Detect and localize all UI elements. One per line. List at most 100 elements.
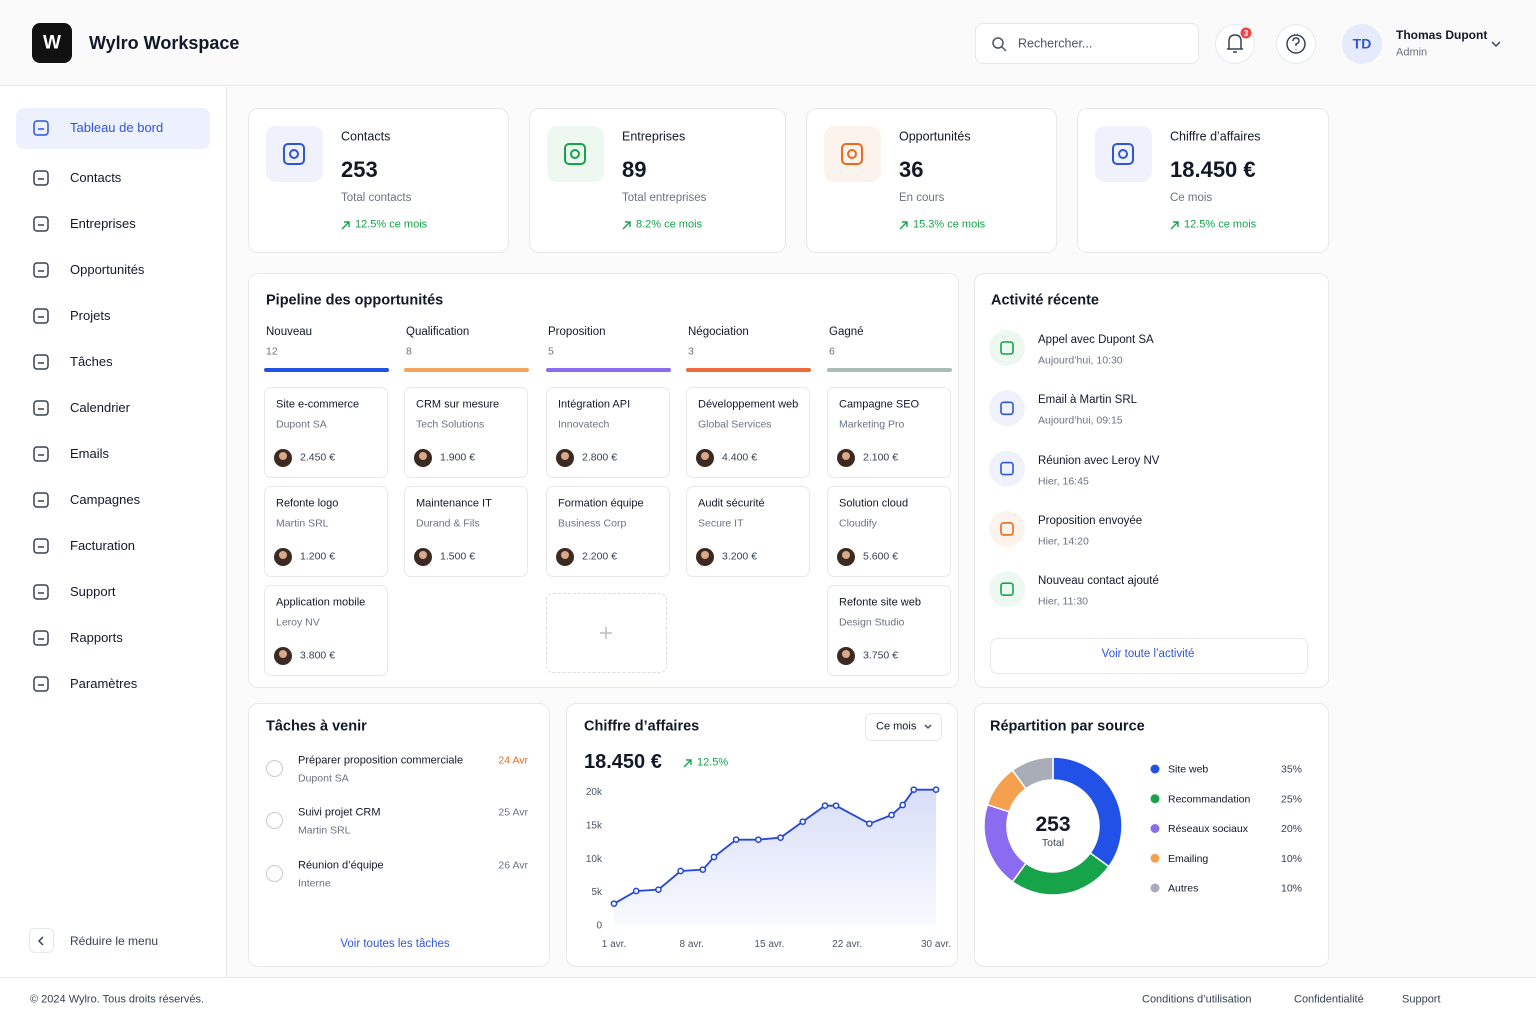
stage-count: 5 [548,345,554,358]
activity-item-title: Nouveau contact ajouté [1038,575,1159,588]
nav-label[interactable]: Facturation [70,538,136,554]
stage-count: 6 [829,345,835,358]
task-subtitle: Interne [298,877,331,890]
activity-item-time: Hier, 16:45 [1038,475,1089,488]
stage-count: 3 [688,345,694,358]
footer-link[interactable]: Support [1402,993,1441,1006]
task-date: 26 Avr [498,859,528,872]
help-button[interactable] [1276,24,1316,64]
deal-company: Durand & Fils [416,517,480,530]
stat-trend: 8.2% ce mois [636,218,703,231]
stat-caption: Total contacts [341,192,412,205]
nav-label[interactable]: Emails [70,446,110,462]
nav-item[interactable] [16,296,210,337]
stat-card [248,108,509,253]
activity-link-button[interactable] [990,638,1308,674]
activity-title: Activité récente [991,292,1099,309]
deal-title: Campagne SEO [839,398,920,411]
nav-label[interactable]: Opportunités [70,262,145,278]
deal-title: Intégration API [558,398,631,411]
stat-label: Opportunités [899,129,971,144]
nav-label[interactable]: Support [70,584,116,600]
search-box[interactable] [975,23,1199,64]
task-title: Préparer proposition commerciale [298,754,464,767]
logo-box [32,23,72,63]
task-checkbox[interactable] [266,812,283,829]
deal-amount: 2.200 € [582,550,618,563]
stage-name: Gagné [829,326,864,339]
footer [0,977,1536,1024]
collapse-button[interactable] [29,928,54,953]
footer-link[interactable]: Conditions d’utilisation [1142,993,1252,1006]
sidebar [0,86,227,977]
deal-company: Global Services [698,418,772,431]
collapse-label[interactable]: Réduire le menu [70,933,159,948]
activity-item-title: Proposition envoyée [1038,514,1143,527]
nav-label[interactable]: Paramètres [70,676,138,692]
nav-label[interactable]: Campagnes [70,492,141,508]
user-role: Admin [1396,46,1428,59]
nav-label[interactable]: Entreprises [70,216,136,232]
add-deal-placeholder[interactable] [546,593,667,673]
tasks-link[interactable]: Voir toutes les tâches [340,938,450,951]
stage-name: Proposition [548,326,606,339]
deal-title: Développement web [698,398,799,411]
stat-trend: 15.3% ce mois [913,218,986,231]
nav-item[interactable] [16,342,210,383]
stage-bar [827,368,952,372]
nav-item[interactable] [16,434,210,475]
stage-count: 12 [266,345,278,358]
footer-copyright: © 2024 Wylro. Tous droits réservés. [30,993,205,1006]
deal-amount: 3.800 € [300,649,336,662]
nav-label[interactable]: Tableau de bord [70,120,164,136]
nav-label[interactable]: Projets [70,308,111,324]
nav-label[interactable]: Calendrier [70,400,130,416]
stat-trend: 12.5% ce mois [1184,218,1257,231]
activity-item-time: Aujourd’hui, 09:15 [1038,415,1123,427]
deal-title: Audit sécurité [698,497,765,510]
nav-label[interactable]: Rapports [70,630,123,646]
notification-button[interactable] [1215,24,1255,64]
deal-company: Dupont SA [276,418,327,431]
stat-card [806,108,1057,253]
deal-card[interactable] [827,387,951,478]
task-date: 25 Avr [498,806,528,819]
footer-link[interactable]: Confidentialité [1294,993,1364,1006]
deal-company: Business Corp [558,517,627,530]
task-checkbox[interactable] [266,760,283,777]
deal-company: Martin SRL [276,517,329,530]
task-checkbox[interactable] [266,865,283,882]
stage-bar [546,368,671,372]
stage-count: 8 [406,345,412,358]
activity-item-title: Réunion avec Leroy NV [1038,454,1160,467]
source-title: Répartition par source [990,718,1145,735]
deal-card[interactable] [264,387,388,478]
stat-caption: En cours [899,192,945,205]
deal-amount: 3.750 € [863,649,899,662]
stage-bar [686,368,811,372]
deal-amount: 1.900 € [440,451,476,464]
deal-amount: 2.800 € [582,451,618,464]
stat-caption: Ce mois [1170,192,1213,205]
period-select-label[interactable]: Ce mois [876,720,917,733]
stage-name: Négociation [688,326,749,339]
nav-label[interactable]: Tâches [70,354,113,370]
deal-company: Leroy NV [276,616,320,629]
stat-card [1077,108,1329,253]
revenue-change: 12.5% [697,756,729,769]
stat-label: Contacts [341,129,391,144]
stat-value: 18.450 € [1170,156,1256,182]
logo-letter: W [43,32,61,54]
activity-panel [974,273,1329,688]
source-panel [974,703,1329,967]
stat-label: Entreprises [622,129,686,144]
stat-value: 36 [899,156,924,182]
user-avatar[interactable] [1342,24,1382,64]
deal-title: Formation équipe [558,497,644,510]
deal-company: Tech Solutions [416,418,485,431]
activity-link[interactable]: Voir toute l’activité [1101,648,1195,661]
nav-label[interactable]: Contacts [70,170,122,186]
stage-name: Nouveau [266,326,313,339]
stat-value: 253 [341,156,378,182]
stat-icon-box [1095,126,1152,182]
